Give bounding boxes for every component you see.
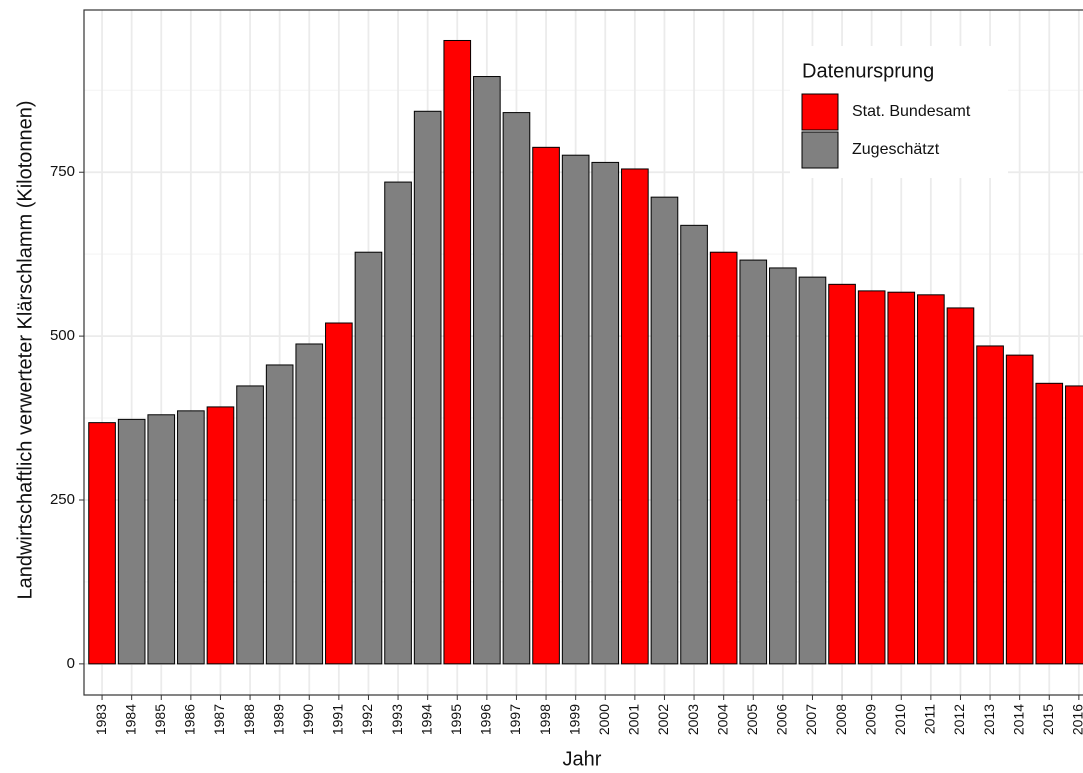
x-tick-label: 2012	[951, 704, 967, 735]
panel-border	[83, 9, 1083, 696]
bar	[206, 406, 235, 665]
bar	[709, 251, 738, 665]
x-tick-label: 2004	[714, 704, 730, 735]
x-tick-label: 2011	[922, 704, 938, 734]
x-tick-label: 2006	[774, 704, 790, 735]
y-tick-label: 0	[67, 655, 75, 672]
bar	[739, 259, 768, 665]
bar	[621, 168, 649, 665]
x-tick-label: 1986	[182, 704, 198, 735]
bar	[769, 267, 797, 665]
x-tick-label: 1999	[566, 704, 582, 735]
bar	[384, 181, 412, 665]
bar	[236, 385, 264, 665]
bar	[1005, 354, 1034, 665]
bar	[502, 112, 531, 665]
legend-key	[801, 131, 839, 169]
x-tick-label: 1997	[507, 704, 523, 735]
legend-label: Zugeschätzt	[852, 141, 940, 158]
x-tick-label: 1996	[478, 704, 494, 735]
bar	[354, 251, 383, 665]
x-tick-label: 2013	[981, 704, 997, 735]
bar	[561, 154, 590, 665]
x-tick-label: 2010	[892, 704, 908, 735]
bar	[325, 322, 353, 665]
legend-title: Datenursprung	[802, 60, 934, 82]
bar	[265, 364, 294, 665]
bar	[88, 422, 116, 665]
y-axis-title: Landwirtschaftlich verwerteter Klärschla…	[14, 100, 36, 599]
x-tick-label: 2015	[1040, 704, 1056, 735]
bar	[1035, 382, 1064, 665]
x-tick-label: 1984	[122, 704, 138, 735]
bar	[976, 345, 1004, 665]
bar	[828, 283, 856, 665]
bar	[680, 224, 708, 665]
legend-label: Stat. Bundesamt	[852, 103, 971, 120]
bar	[295, 343, 324, 665]
x-tick-label: 2007	[803, 704, 819, 735]
x-tick-label: 1989	[270, 704, 286, 735]
x-tick-label: 2016	[1070, 704, 1083, 735]
bar	[413, 110, 442, 665]
bar	[857, 290, 886, 665]
bar	[443, 39, 472, 665]
bar	[532, 146, 560, 665]
y-tick-label: 500	[50, 327, 75, 344]
x-tick-label: 1988	[241, 704, 257, 735]
x-tick-label: 2014	[1010, 704, 1026, 735]
bar	[473, 76, 501, 665]
bar	[650, 196, 679, 665]
bar	[117, 418, 146, 665]
x-tick-label: 1994	[418, 704, 434, 735]
x-tick-label: 1998	[537, 704, 553, 735]
x-tick-label: 2009	[862, 704, 878, 735]
x-tick-label: 2008	[833, 704, 849, 735]
bar	[946, 307, 975, 665]
legend-key	[801, 93, 839, 131]
bar	[147, 414, 176, 665]
x-tick-label: 1995	[448, 704, 464, 735]
x-axis-title: Jahr	[563, 748, 602, 770]
x-tick-label: 1992	[359, 704, 375, 735]
x-tick-label: 1987	[211, 704, 227, 735]
bar	[177, 410, 205, 665]
y-tick-label: 750	[50, 163, 75, 180]
bar	[887, 291, 916, 665]
x-tick-label: 1985	[152, 704, 168, 735]
x-tick-label: 1990	[300, 704, 316, 735]
bar	[591, 161, 620, 665]
x-tick-label: 1993	[389, 704, 405, 735]
bar	[1065, 385, 1083, 665]
x-tick-label: 1991	[330, 704, 346, 735]
x-tick-label: 2001	[626, 704, 642, 735]
x-tick-label: 2005	[744, 704, 760, 735]
x-tick-label: 2000	[596, 704, 612, 735]
x-tick-label: 2003	[685, 704, 701, 735]
bar	[917, 294, 945, 665]
bar	[798, 276, 827, 665]
y-tick-label: 250	[50, 491, 75, 508]
x-tick-label: 1983	[93, 704, 109, 735]
x-tick-label: 2002	[655, 704, 671, 735]
